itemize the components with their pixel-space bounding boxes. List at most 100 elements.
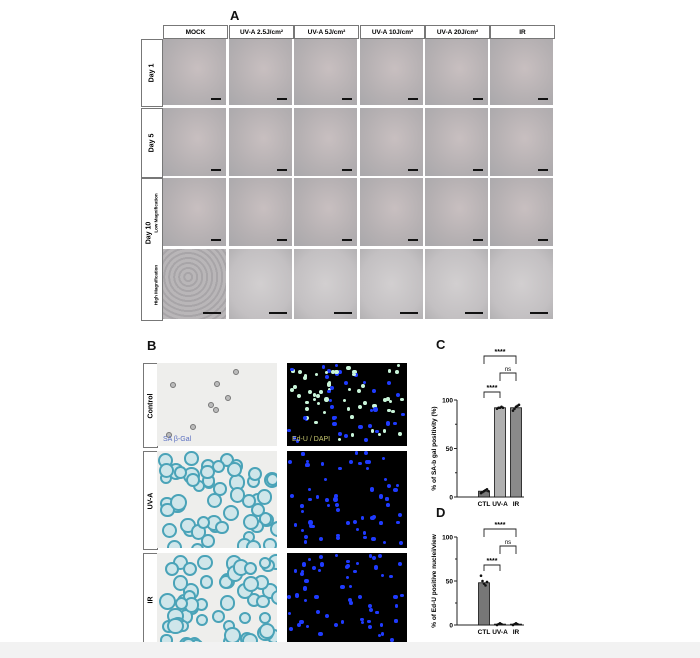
nucleus	[387, 380, 391, 385]
data-point	[484, 584, 487, 587]
cell	[224, 395, 231, 402]
nucleus	[400, 593, 404, 598]
cell	[256, 594, 270, 608]
nucleus	[393, 595, 398, 600]
nucleus	[300, 569, 304, 573]
nucleus	[366, 460, 371, 465]
nucleus	[319, 554, 324, 559]
nucleus	[352, 372, 357, 377]
nucleus	[303, 416, 308, 421]
nucleus	[393, 488, 398, 493]
nucleus	[324, 497, 329, 502]
significance-bracket	[483, 564, 501, 571]
nucleus	[309, 523, 314, 528]
nucleus	[369, 607, 374, 613]
nucleus	[287, 612, 292, 616]
scale-bar	[538, 98, 548, 100]
nucleus	[375, 610, 379, 614]
cell	[211, 610, 225, 623]
nucleus	[379, 494, 384, 499]
micrograph	[490, 39, 553, 105]
nucleus	[400, 397, 404, 401]
nucleus	[367, 619, 372, 624]
x-tick-label: IR	[513, 629, 520, 636]
y-axis-label: % of Ed-U positive nuclei/view	[431, 533, 438, 627]
cell	[190, 542, 204, 548]
panel-b-label: B	[147, 338, 157, 353]
nucleus	[378, 432, 382, 437]
cell	[166, 431, 173, 438]
cell	[201, 534, 215, 548]
nucleus	[368, 604, 373, 609]
cell	[197, 554, 213, 571]
data-point	[511, 409, 515, 412]
nucleus	[360, 620, 365, 625]
nucleus	[358, 594, 363, 600]
data-point	[513, 407, 516, 411]
scale-bar	[408, 239, 418, 241]
nucleus	[308, 557, 312, 561]
nucleus	[398, 513, 403, 518]
cell	[270, 520, 277, 538]
nucleus	[327, 369, 331, 373]
data-point	[501, 406, 505, 410]
nucleus	[346, 564, 350, 569]
significance-label: ns	[505, 540, 511, 546]
nucleus	[394, 619, 398, 623]
y-tick-label: 0	[449, 623, 453, 630]
cell	[167, 617, 185, 635]
nucleus	[372, 404, 377, 409]
scale-bar	[538, 169, 548, 171]
nucleus	[300, 572, 305, 577]
cell	[247, 466, 262, 481]
nucleus	[301, 562, 307, 567]
scale-bar	[269, 312, 287, 314]
nucleus	[308, 520, 313, 525]
nucleus	[347, 387, 351, 391]
nucleus	[289, 388, 294, 393]
nucleus	[298, 369, 303, 374]
nucleus	[381, 457, 386, 461]
cell	[196, 515, 210, 529]
nucleus	[396, 363, 401, 367]
cell	[243, 562, 257, 576]
cell	[161, 523, 177, 539]
column-header: UV-A 5J/cm²	[294, 25, 359, 39]
nucleus	[302, 375, 307, 380]
nucleus	[364, 437, 368, 442]
cell	[214, 381, 221, 388]
nucleus	[306, 625, 310, 629]
nucleus	[326, 382, 331, 387]
cell	[258, 557, 271, 570]
nucleus	[304, 578, 309, 584]
nucleus	[360, 617, 364, 622]
micrograph	[163, 178, 226, 246]
micrograph	[163, 108, 226, 176]
bar-uv-a	[494, 407, 506, 498]
nucleus	[333, 497, 338, 502]
micrograph	[294, 108, 357, 176]
nucleus	[293, 523, 298, 527]
nucleus	[301, 452, 305, 456]
micrograph	[490, 108, 553, 176]
nucleus	[398, 432, 402, 436]
nucleus	[334, 494, 338, 498]
cell	[229, 487, 246, 504]
cell	[259, 623, 276, 640]
cell	[199, 575, 213, 589]
nucleus	[382, 540, 386, 544]
data-point	[517, 403, 521, 407]
data-point	[482, 582, 486, 585]
scale-bar	[277, 98, 287, 100]
nucleus	[305, 400, 309, 405]
nucleus	[354, 451, 359, 455]
nucleus	[318, 568, 322, 572]
nucleus	[343, 398, 347, 402]
column-header: IR	[490, 25, 555, 39]
nucleus	[356, 528, 360, 532]
nucleus	[305, 406, 310, 411]
nucleus	[385, 421, 391, 426]
cell	[213, 406, 220, 413]
nucleus	[369, 554, 373, 558]
nucleus	[334, 369, 339, 374]
